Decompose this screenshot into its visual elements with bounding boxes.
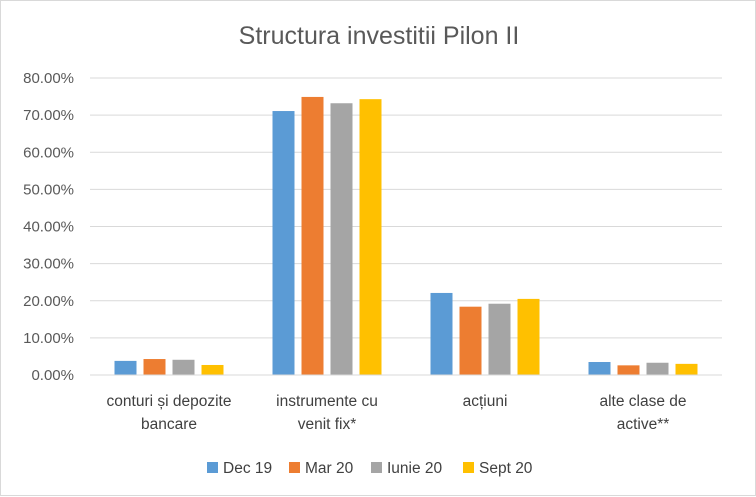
gridlines [90,77,722,339]
bar [488,303,511,375]
x-category-label: acțiuni [463,393,508,410]
legend-label: Iunie 20 [387,460,443,477]
y-tick-label: 10.00% [23,330,74,347]
bar [272,111,295,375]
bar [172,359,195,375]
x-category-label: active** [617,416,670,433]
x-category-label: alte clase de [599,393,686,410]
bar [430,292,453,375]
bar [459,306,482,375]
bar [114,360,137,375]
legend-swatch [371,462,382,473]
legend-swatch [289,462,300,473]
x-category-label: instrumente cu [276,393,378,410]
x-category-label: bancare [141,416,197,433]
x-category-label: conturi și depozite [107,393,232,410]
bars [114,96,698,376]
y-tick-label: 80.00% [23,70,74,87]
x-category-label: venit fix* [298,416,357,433]
y-tick-label: 60.00% [23,144,74,161]
bar [330,103,353,376]
y-axis-ticks: 0.00% 10.00% 20.00% 30.00% 40.00% 50.00% 60.00… [23,70,74,384]
bar [675,363,698,375]
y-tick-label: 20.00% [23,293,74,310]
legend-swatch [463,462,474,473]
chart-title: Structura investitii Pilon II [239,22,520,50]
y-tick-label: 50.00% [23,181,74,198]
y-tick-label: 0.00% [31,367,74,384]
y-tick-label: 70.00% [23,107,74,124]
legend-label: Mar 20 [305,460,354,477]
bar [646,362,669,375]
legend: Dec 19 Mar 20 Iunie 20 Sept 20 [207,460,533,477]
legend-swatch [207,462,218,473]
legend-label: Dec 19 [223,460,272,477]
bar [617,365,640,375]
x-axis-categories: conturi și depozite bancare instrumente cu… [107,393,687,433]
bar [588,362,611,375]
bar [201,364,224,375]
bar [143,359,166,375]
bar [359,99,382,375]
bar [301,96,324,375]
y-tick-label: 30.00% [23,256,74,273]
bar [517,298,540,375]
y-tick-label: 40.00% [23,219,74,236]
legend-label: Sept 20 [479,460,533,477]
